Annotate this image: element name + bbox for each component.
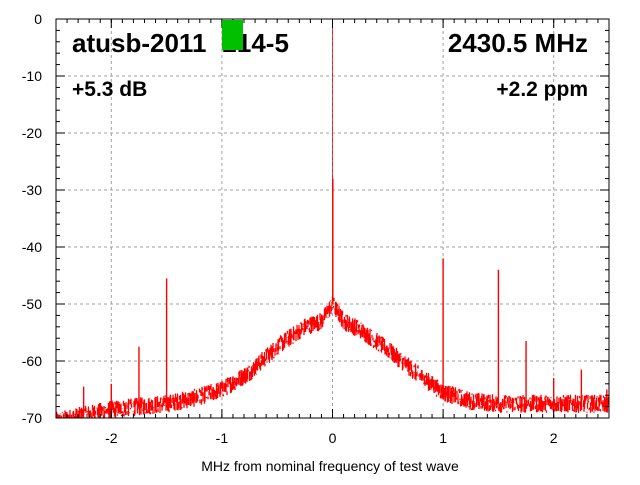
y-tick-label: -60	[22, 353, 42, 369]
redaction-box	[222, 20, 243, 50]
x-tick-label: 2	[550, 430, 558, 446]
y-tick-label: -20	[22, 125, 42, 141]
device-title-prefix: atusb-2011	[72, 28, 206, 58]
power-offset-label: +5.3 dB	[72, 78, 147, 101]
ppm-offset-label: +2.2 ppm	[496, 78, 588, 101]
y-tick-label: -50	[22, 296, 42, 312]
device-title: atusb-2011 214-5	[72, 28, 289, 58]
y-tick-label: -70	[22, 410, 42, 426]
x-tick-label: -1	[216, 430, 229, 446]
noise-floor-trace	[56, 295, 609, 418]
x-tick-label: 1	[439, 430, 447, 446]
x-tick-label: 0	[329, 430, 337, 446]
spectrum-series	[56, 19, 609, 418]
y-tick-label: -10	[22, 68, 42, 84]
y-tick-label: 0	[34, 11, 42, 27]
axis-ticks	[55, 18, 610, 419]
frequency-label: 2430.5 MHz	[448, 28, 588, 58]
x-tick-labels: -2 -1 0 1 2	[105, 430, 558, 446]
y-tick-label: -30	[22, 182, 42, 198]
x-axis-label: MHz from nominal frequency of test wave	[201, 458, 459, 474]
y-tick-label: -40	[22, 239, 42, 255]
y-tick-labels: 0 -10 -20 -30 -40 -50 -60 -70	[22, 11, 42, 426]
x-tick-label: -2	[105, 430, 118, 446]
